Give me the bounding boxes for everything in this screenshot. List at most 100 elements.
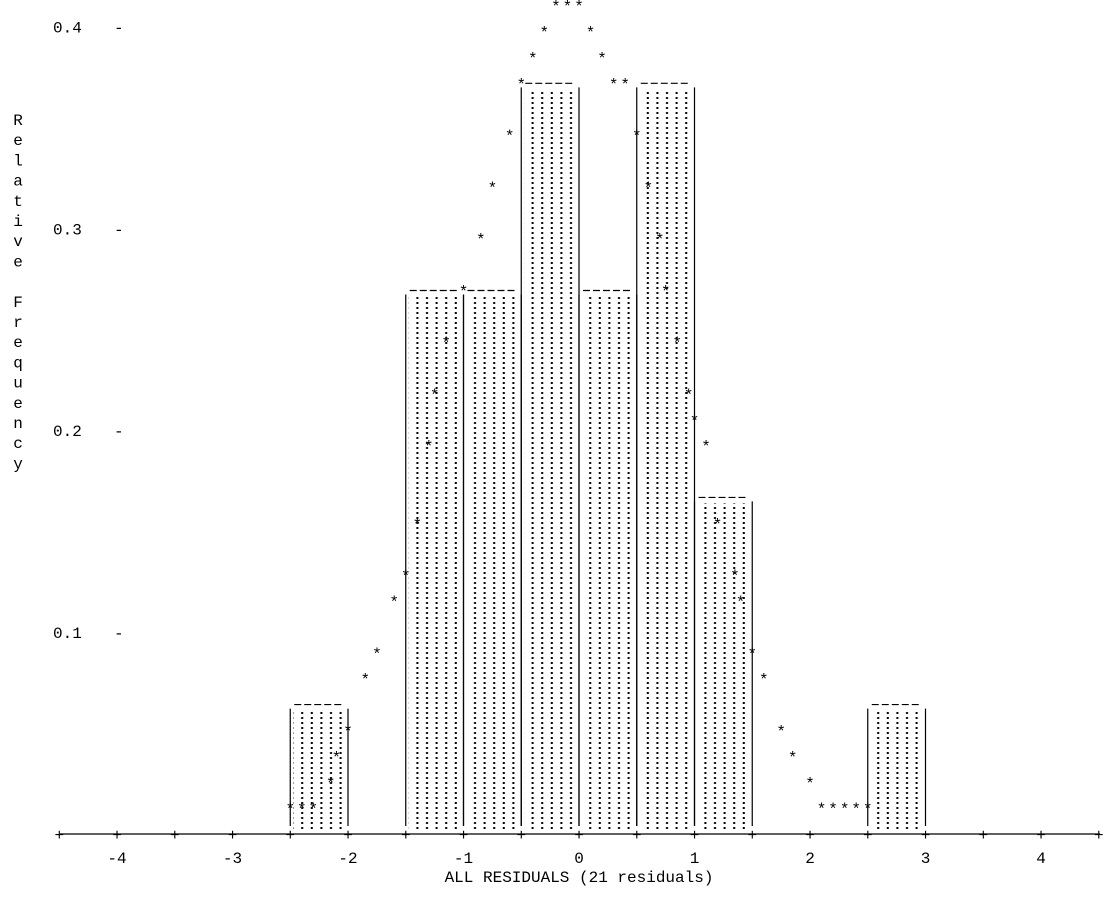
x-tick-mark: + [690, 827, 700, 845]
y-axis-label-char: q [13, 354, 23, 372]
curve-point: * [690, 413, 700, 431]
curve-point: * [361, 672, 371, 690]
y-tick-label: 0.4 [53, 19, 82, 37]
y-axis-label-char: a [13, 173, 23, 191]
curve-point: * [430, 387, 440, 405]
x-tick-mark: + [343, 827, 353, 845]
histogram-bar [466, 296, 519, 830]
curve-point: * [412, 516, 422, 534]
x-tick-mark: + [516, 827, 526, 845]
histogram-bar [870, 710, 923, 830]
curve-point: * [343, 723, 353, 741]
y-axis-label-char: e [13, 395, 23, 413]
curve-point: * [747, 646, 757, 664]
x-tick-mark: + [112, 827, 122, 845]
y-tick-mark: - [114, 423, 124, 441]
y-axis-label-char: F [13, 294, 23, 312]
y-axis-label-char: l [13, 152, 23, 170]
curve-point: * [488, 180, 498, 198]
curve-point: * [372, 646, 382, 664]
y-axis-label-char: e [13, 132, 23, 150]
curve-point: * [424, 439, 434, 457]
curve-point: * [459, 283, 469, 301]
curve-point: * [863, 801, 873, 819]
curve-point: * [788, 749, 798, 767]
x-axis-ticks: + + + + + + + + + + + + + + + + + + + -4 -3 -2 -1 0 1 2 3 4 [54, 827, 1103, 868]
histogram-bar-outline [289, 708, 349, 826]
x-tick-label: 3 [921, 850, 931, 868]
curve-point: * [476, 232, 486, 250]
curve-point: * [776, 723, 786, 741]
histogram-bar-outline [867, 708, 927, 826]
curve-point: * [574, 0, 584, 17]
x-tick-label: -1 [454, 850, 473, 868]
y-tick-mark: - [114, 221, 124, 239]
curve-point: * [730, 568, 740, 586]
x-tick-mark: + [805, 827, 815, 845]
x-tick-mark: + [401, 827, 411, 845]
curve-point: * [759, 672, 769, 690]
density-curve: * * ******************** * **** *************… [285, 0, 872, 819]
curve-point: * [851, 801, 861, 819]
y-axis-label-char: u [13, 375, 23, 393]
y-tick-mark: - [114, 625, 124, 643]
x-tick-label: 1 [690, 850, 700, 868]
curve-point: * [828, 801, 838, 819]
y-axis-label-char: R [13, 112, 23, 130]
curve-point: * [441, 335, 451, 353]
curve-point: * [684, 387, 694, 405]
y-axis-label-char: t [13, 193, 23, 211]
curve-point: * [655, 232, 665, 250]
y-axis-label-char: c [13, 435, 23, 453]
x-tick-label: 4 [1036, 850, 1046, 868]
curve-point: * [597, 50, 607, 68]
plot-area: * * ******************** * **** *************… [53, 0, 1104, 868]
bars-layer [289, 82, 927, 830]
histogram-bar [524, 89, 576, 830]
x-tick-label: 2 [805, 850, 815, 868]
histogram-bar-outline [693, 501, 753, 826]
y-tick-label: 0.3 [53, 221, 82, 239]
y-tick-label: 0.1 [53, 625, 82, 643]
curve-point: * [326, 775, 336, 793]
curve-point: * [297, 801, 307, 819]
y-axis-label-char: e [13, 334, 23, 352]
x-tick-label: 0 [574, 850, 584, 868]
x-tick-mark: + [574, 827, 584, 845]
y-tick-mark: - [114, 19, 124, 37]
histogram-bar [408, 296, 461, 830]
curve-point: * [620, 76, 630, 94]
curve-point: * [817, 801, 827, 819]
x-tick-label: -2 [338, 850, 357, 868]
curve-point: * [701, 439, 711, 457]
x-tick-mark: + [632, 827, 642, 845]
y-axis-label-char: e [13, 253, 23, 271]
x-tick-mark: + [1094, 827, 1104, 845]
curve-point: * [285, 801, 295, 819]
x-tick-mark: + [54, 827, 64, 845]
y-axis-label-char: i [13, 213, 23, 231]
curve-point: * [309, 801, 319, 819]
curve-point: * [516, 76, 526, 94]
curve-point: * [389, 594, 399, 612]
histogram-bar [639, 89, 692, 830]
x-tick-mark: + [1036, 827, 1046, 845]
curve-point: * [643, 180, 653, 198]
y-tick-label: 0.2 [53, 423, 82, 441]
curve-point: * [840, 801, 850, 819]
x-tick-label: -3 [223, 850, 242, 868]
curve-point: * [713, 516, 723, 534]
curve-point: * [563, 0, 573, 17]
y-axis-ticks: 0.4 - 0.3 - 0.2 - 0.1 - [53, 19, 124, 643]
y-axis-label-char: r [13, 314, 23, 332]
curve-point: * [401, 568, 411, 586]
x-tick-mark: + [747, 827, 757, 845]
x-tick-mark: + [285, 827, 295, 845]
curve-point: * [736, 594, 746, 612]
curve-point: * [540, 25, 550, 43]
histogram-bar [697, 503, 750, 830]
y-axis-label-char: y [13, 455, 23, 473]
curve-point: * [609, 76, 619, 94]
